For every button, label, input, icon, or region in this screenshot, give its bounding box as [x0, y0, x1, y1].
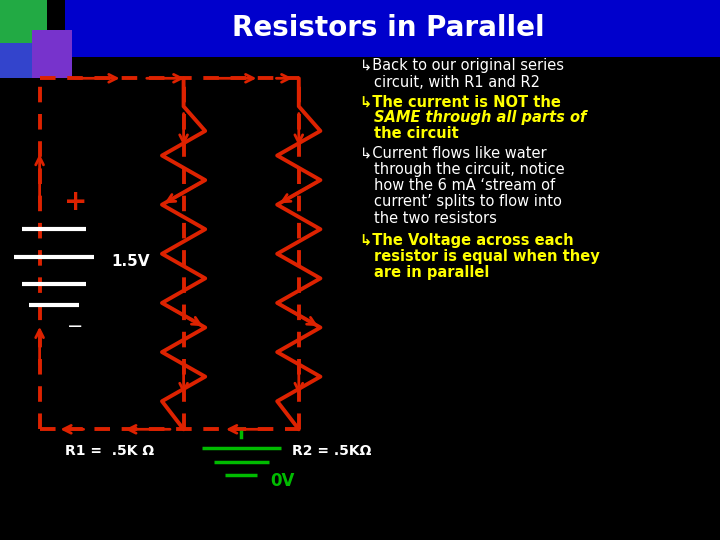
- Text: ↳The Voltage across each: ↳The Voltage across each: [360, 233, 574, 248]
- Text: circuit, with R1 and R2: circuit, with R1 and R2: [374, 75, 541, 90]
- Text: −: −: [68, 317, 84, 336]
- Text: R2 = .5KΩ: R2 = .5KΩ: [292, 444, 371, 458]
- Bar: [0, 0, 47, 57]
- Bar: [0, 43, 32, 78]
- Text: the two resistors: the two resistors: [374, 211, 498, 226]
- Text: 0V: 0V: [270, 471, 294, 490]
- Text: ↳Back to our original series: ↳Back to our original series: [360, 58, 564, 73]
- Text: R1 =  .5K Ω: R1 = .5K Ω: [65, 444, 154, 458]
- Text: 1.5V: 1.5V: [112, 254, 150, 269]
- Text: how the 6 mA ‘stream of: how the 6 mA ‘stream of: [374, 178, 556, 193]
- Text: Resistors in Parallel: Resistors in Parallel: [233, 14, 545, 42]
- Text: ↳The current is NOT the: ↳The current is NOT the: [360, 94, 561, 109]
- Text: SAME through all parts of: SAME through all parts of: [374, 110, 587, 125]
- Bar: [65, 0, 720, 57]
- Text: the circuit: the circuit: [374, 126, 459, 141]
- Text: are in parallel: are in parallel: [374, 265, 490, 280]
- Text: +: +: [64, 188, 87, 217]
- Text: ↳Current flows like water: ↳Current flows like water: [360, 146, 546, 161]
- Bar: [32, 30, 72, 78]
- Text: resistor is equal when they: resistor is equal when they: [374, 249, 600, 264]
- Text: through the circuit, notice: through the circuit, notice: [374, 162, 565, 177]
- Text: current’ splits to flow into: current’ splits to flow into: [374, 194, 562, 210]
